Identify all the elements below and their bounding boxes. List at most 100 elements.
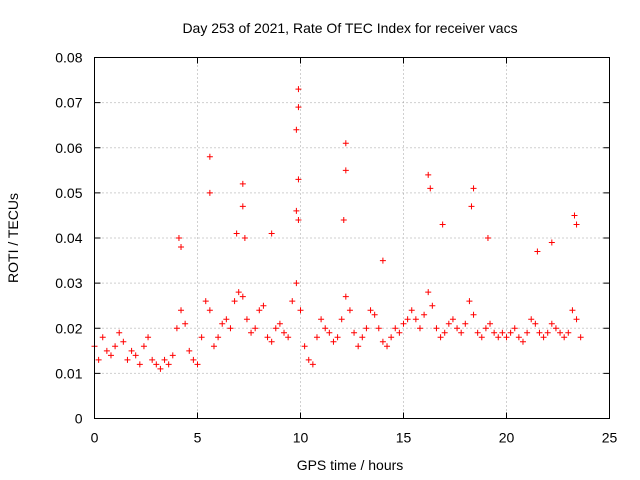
data-point xyxy=(503,334,510,341)
data-point xyxy=(264,334,271,341)
data-point xyxy=(507,329,514,336)
data-point xyxy=(256,307,263,314)
data-point xyxy=(107,352,114,359)
data-point xyxy=(293,126,300,133)
data-point xyxy=(470,185,477,192)
data-point xyxy=(462,320,469,327)
data-point xyxy=(297,307,304,314)
data-point xyxy=(524,329,531,336)
grid-lines xyxy=(94,57,610,419)
data-point xyxy=(515,334,522,341)
data-point xyxy=(295,176,302,183)
data-point xyxy=(309,361,316,368)
data-point xyxy=(536,329,543,336)
data-point xyxy=(136,361,143,368)
data-point xyxy=(396,329,403,336)
data-point xyxy=(334,334,341,341)
data-point xyxy=(206,189,213,196)
data-point xyxy=(437,334,444,341)
data-point xyxy=(468,203,475,210)
data-point xyxy=(322,325,329,332)
data-point xyxy=(569,307,576,314)
data-point xyxy=(223,316,230,323)
data-point xyxy=(161,356,168,363)
data-point xyxy=(412,316,419,323)
data-point xyxy=(375,325,382,332)
data-point xyxy=(313,334,320,341)
data-point xyxy=(346,307,353,314)
data-point xyxy=(491,329,498,336)
data-point xyxy=(449,316,456,323)
data-point xyxy=(235,289,242,296)
data-point xyxy=(458,329,465,336)
x-tick-label: 0 xyxy=(91,430,99,446)
x-tick-label: 25 xyxy=(602,430,618,446)
y-tick-label: 0.03 xyxy=(55,275,82,291)
data-point xyxy=(202,298,209,305)
data-point xyxy=(482,325,489,332)
data-point xyxy=(149,356,156,363)
data-point xyxy=(145,334,152,341)
data-point xyxy=(355,343,362,350)
x-tick-labels: 0 5 10 15 20 25 xyxy=(91,430,618,446)
data-point xyxy=(441,329,448,336)
y-tick-label: 0.01 xyxy=(55,365,82,381)
data-point xyxy=(124,356,131,363)
data-point xyxy=(338,316,345,323)
data-point xyxy=(252,325,259,332)
data-point xyxy=(528,316,535,323)
data-point xyxy=(281,329,288,336)
data-point xyxy=(231,298,238,305)
data-point xyxy=(103,347,110,354)
data-point xyxy=(295,216,302,223)
data-point xyxy=(519,338,526,345)
data-point xyxy=(276,320,283,327)
chart-title: Day 253 of 2021, Rate Of TEC Index for r… xyxy=(182,20,517,36)
x-tick-label: 15 xyxy=(396,430,412,446)
data-point xyxy=(466,298,473,305)
data-point xyxy=(305,356,312,363)
data-point xyxy=(548,239,555,246)
data-point xyxy=(342,167,349,174)
y-tick-label: 0.02 xyxy=(55,320,82,336)
data-point xyxy=(268,338,275,345)
data-point xyxy=(425,289,432,296)
data-point xyxy=(293,280,300,287)
y-tick-labels: 0 0.01 0.02 0.03 0.04 0.05 0.06 0.07 0.08 xyxy=(55,50,82,427)
data-point xyxy=(495,334,502,341)
data-point xyxy=(198,334,205,341)
data-point xyxy=(99,334,106,341)
data-point xyxy=(367,307,374,314)
data-point xyxy=(241,235,248,241)
data-point xyxy=(454,325,461,332)
data-point xyxy=(272,325,279,332)
data-point xyxy=(243,316,250,323)
data-point xyxy=(210,343,217,350)
plot-area-frame xyxy=(94,57,610,419)
data-point xyxy=(157,365,164,372)
data-point xyxy=(132,352,139,359)
data-point xyxy=(295,86,302,93)
data-point xyxy=(534,248,541,255)
data-point xyxy=(392,325,399,332)
data-point xyxy=(120,338,127,345)
data-point xyxy=(540,334,547,341)
y-tick-label: 0.04 xyxy=(55,230,82,246)
data-point xyxy=(342,293,349,300)
data-point xyxy=(421,311,428,318)
data-point xyxy=(557,329,564,336)
x-tick-label: 10 xyxy=(293,430,309,446)
y-tick-label: 0 xyxy=(75,411,83,427)
data-point xyxy=(532,320,539,327)
data-point xyxy=(330,338,337,345)
data-point xyxy=(400,320,407,327)
data-point xyxy=(552,325,559,332)
data-point xyxy=(433,325,440,332)
y-tick-label: 0.06 xyxy=(55,140,82,156)
data-point xyxy=(206,153,213,160)
data-point xyxy=(293,207,300,214)
data-point xyxy=(548,320,555,327)
data-point xyxy=(571,212,578,219)
data-point xyxy=(239,180,246,187)
